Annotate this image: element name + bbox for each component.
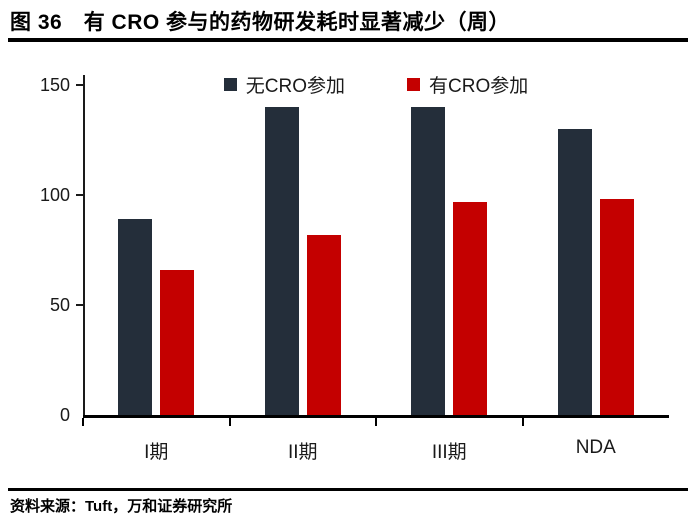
x-axis-tick xyxy=(375,418,377,426)
x-axis-tick xyxy=(228,418,231,426)
legend-label: 有CRO参加 xyxy=(429,76,529,97)
bar-series1-II期 xyxy=(264,107,299,415)
y-axis-tick xyxy=(76,304,83,306)
x-axis-category-label: III期 xyxy=(431,442,467,463)
source-divider xyxy=(8,488,688,491)
y-axis-tick xyxy=(76,84,83,86)
bar-series2-NDA xyxy=(599,199,634,415)
y-axis-line xyxy=(83,75,85,415)
y-axis-tick-label: 150 xyxy=(39,75,70,95)
bar-group-NDA xyxy=(523,85,670,415)
source-note: 资料来源：Tuft，万和证券研究所 xyxy=(10,498,233,515)
legend-item: 无CRO参加 xyxy=(223,71,345,98)
bar-group-II期 xyxy=(230,85,377,415)
bar-group-I期 xyxy=(83,85,230,415)
bar-series1-III期 xyxy=(411,107,446,415)
legend-swatch-icon xyxy=(223,78,237,91)
chart-legend: 无CRO参加 有CRO参加 xyxy=(83,71,669,98)
figure-title: 图 36 有 CRO 参与的药物研发耗时显著减少（周） xyxy=(10,11,511,34)
x-axis-tick xyxy=(82,418,84,426)
x-axis-labels: I期 II期 III期 NDA xyxy=(83,437,669,464)
legend-item: 有CRO参加 xyxy=(407,71,528,98)
y-axis-tick-label: 100 xyxy=(39,185,70,205)
bar-series1-I期 xyxy=(118,219,153,415)
x-axis-line xyxy=(83,415,669,418)
x-axis-category-label: NDA xyxy=(575,437,616,458)
title-divider xyxy=(8,38,688,42)
bar-group-III期 xyxy=(376,85,523,415)
y-axis-tick-label: 0 xyxy=(59,405,70,425)
legend-label: 无CRO参加 xyxy=(245,76,345,97)
bar-series2-III期 xyxy=(453,201,488,415)
bar-series2-I期 xyxy=(160,269,195,415)
x-axis-category-label: I期 xyxy=(144,442,169,463)
y-axis-tick-label: 50 xyxy=(49,295,70,315)
bar-series1-NDA xyxy=(557,129,592,415)
x-axis-category-label: II期 xyxy=(287,442,318,463)
y-axis-tick xyxy=(76,194,83,196)
bar-series2-II期 xyxy=(306,234,341,415)
x-axis-tick xyxy=(521,418,524,426)
legend-swatch-icon xyxy=(407,78,420,91)
plot-area: 无CRO参加 有CRO参加 0 50 100 150 xyxy=(40,75,669,426)
bar-groups xyxy=(83,85,669,415)
